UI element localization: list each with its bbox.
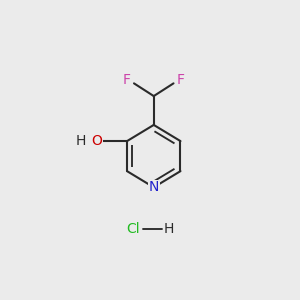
Text: F: F bbox=[123, 73, 131, 87]
Text: H: H bbox=[75, 134, 86, 148]
Text: Cl: Cl bbox=[126, 222, 140, 236]
Text: O: O bbox=[91, 134, 102, 148]
Text: F: F bbox=[176, 73, 184, 87]
Text: H: H bbox=[164, 222, 174, 236]
Text: N: N bbox=[148, 180, 159, 194]
